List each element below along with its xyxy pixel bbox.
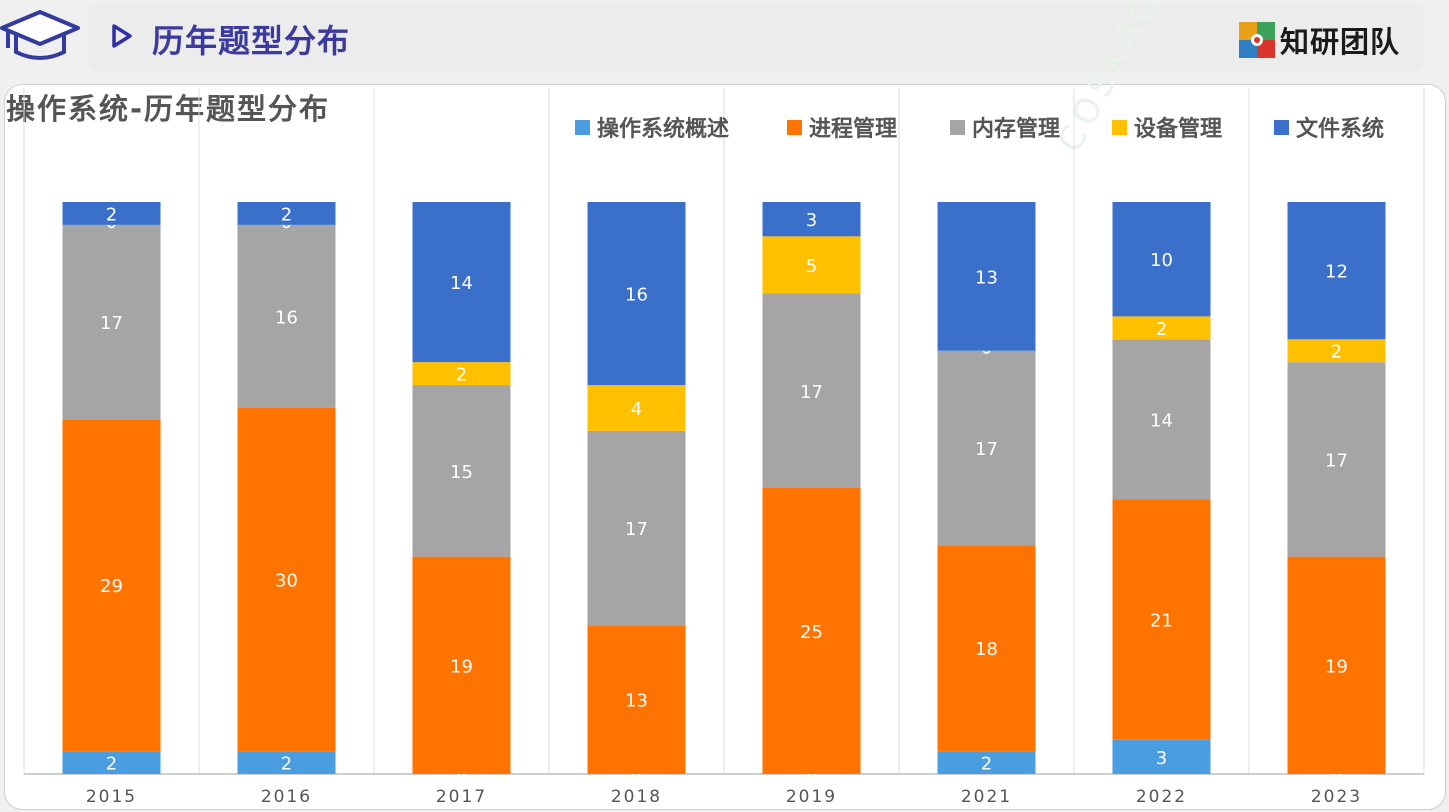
header-bar: 历年题型分布 知研团队 — [88, 4, 1424, 72]
x-tick-label: 2016 — [261, 787, 312, 807]
bar-segment — [1287, 556, 1386, 774]
data-label: 2 — [1156, 319, 1167, 340]
bar-segment — [237, 224, 336, 408]
bar-segment — [762, 293, 861, 488]
data-label: 19 — [1325, 656, 1348, 677]
bar-segment — [762, 488, 861, 774]
page-title: 历年题型分布 — [152, 22, 351, 60]
bar-segment — [1112, 499, 1211, 740]
data-label: 21 — [1150, 611, 1173, 632]
x-tick-label: 2018 — [611, 787, 662, 807]
arrow-right-icon — [112, 24, 132, 48]
data-label: 17 — [975, 439, 998, 460]
bar-segment — [587, 385, 686, 431]
bar-segment — [237, 751, 336, 774]
bar-segment — [937, 545, 1036, 752]
data-label: 3 — [806, 210, 817, 231]
bar-segment — [412, 385, 511, 557]
data-label: 17 — [625, 519, 648, 540]
bar-segment — [237, 202, 336, 225]
bar-segment — [62, 224, 161, 420]
data-label: 2 — [456, 365, 467, 386]
data-label: 17 — [100, 313, 123, 334]
data-label: 17 — [800, 382, 823, 403]
bar-segment — [62, 419, 161, 752]
graduation-cap-icon — [0, 10, 80, 60]
legend-label: 操作系统概述 — [597, 116, 729, 142]
bar-segment — [1287, 339, 1386, 363]
bar-segment — [1287, 362, 1386, 557]
legend-swatch — [1274, 120, 1289, 135]
bar-segment — [937, 350, 1036, 546]
bar-segment — [412, 362, 511, 386]
data-label: 16 — [275, 307, 298, 328]
bar-segment — [412, 556, 511, 774]
bar-segment — [237, 407, 336, 752]
brand-logo-icon — [1239, 22, 1275, 58]
data-label: 18 — [975, 639, 998, 660]
legend-swatch — [575, 120, 590, 135]
brand-name: 知研团队 — [1280, 25, 1401, 59]
bar-segment — [62, 202, 161, 225]
brand: 知研团队 — [1238, 18, 1400, 62]
legend-label: 设备管理 — [1134, 116, 1222, 142]
bar-segment — [762, 202, 861, 237]
data-label: 29 — [100, 576, 123, 597]
data-label: 17 — [1325, 450, 1348, 471]
data-label: 13 — [975, 267, 998, 288]
chart-title: 操作系统-历年题型分布 — [6, 92, 331, 126]
bar-segment — [762, 236, 861, 294]
data-label: 14 — [1150, 410, 1173, 431]
data-label: 2 — [106, 204, 117, 225]
data-label: 3 — [1156, 748, 1167, 769]
data-label: 10 — [1150, 250, 1173, 271]
legend-swatch — [787, 120, 802, 135]
bar-segment — [587, 625, 686, 774]
data-label: 2 — [281, 204, 292, 225]
x-tick-label: 2017 — [436, 787, 487, 807]
bar-segment — [587, 430, 686, 626]
data-label: 2 — [981, 754, 992, 775]
data-label: 16 — [625, 285, 648, 306]
data-label: 12 — [1325, 262, 1348, 283]
data-label: 30 — [275, 571, 298, 592]
bar-segment — [937, 202, 1036, 351]
x-tick-label: 2023 — [1311, 787, 1362, 807]
data-label: 4 — [631, 399, 642, 420]
bar-segment — [937, 751, 1036, 774]
data-label: 2 — [1331, 342, 1342, 363]
bar-segment — [1112, 202, 1211, 317]
bar-segment — [412, 202, 511, 363]
legend-label: 内存管理 — [972, 116, 1060, 142]
x-tick-label: 2015 — [86, 787, 137, 807]
data-label: 14 — [450, 273, 473, 294]
bar-segment — [1287, 202, 1386, 340]
legend-label: 文件系统 — [1296, 116, 1384, 142]
data-label: 2 — [281, 754, 292, 775]
legend-label: 进程管理 — [809, 116, 897, 142]
data-label: 15 — [450, 462, 473, 483]
x-tick-label: 2019 — [786, 787, 837, 807]
data-label: 2 — [106, 754, 117, 775]
bar-segment — [62, 751, 161, 774]
data-label: 5 — [806, 256, 817, 277]
data-label: 19 — [450, 656, 473, 677]
data-label: 25 — [800, 622, 823, 643]
bar-segment — [1112, 739, 1211, 774]
legend-swatch — [1112, 120, 1127, 135]
x-tick-label: 2022 — [1136, 787, 1187, 807]
bar-segment — [1112, 339, 1211, 500]
x-tick-label: 2021 — [961, 787, 1012, 807]
bar-segment — [1112, 316, 1211, 340]
bar-segment — [587, 202, 686, 386]
data-label: 13 — [625, 691, 648, 712]
legend-swatch — [950, 120, 965, 135]
